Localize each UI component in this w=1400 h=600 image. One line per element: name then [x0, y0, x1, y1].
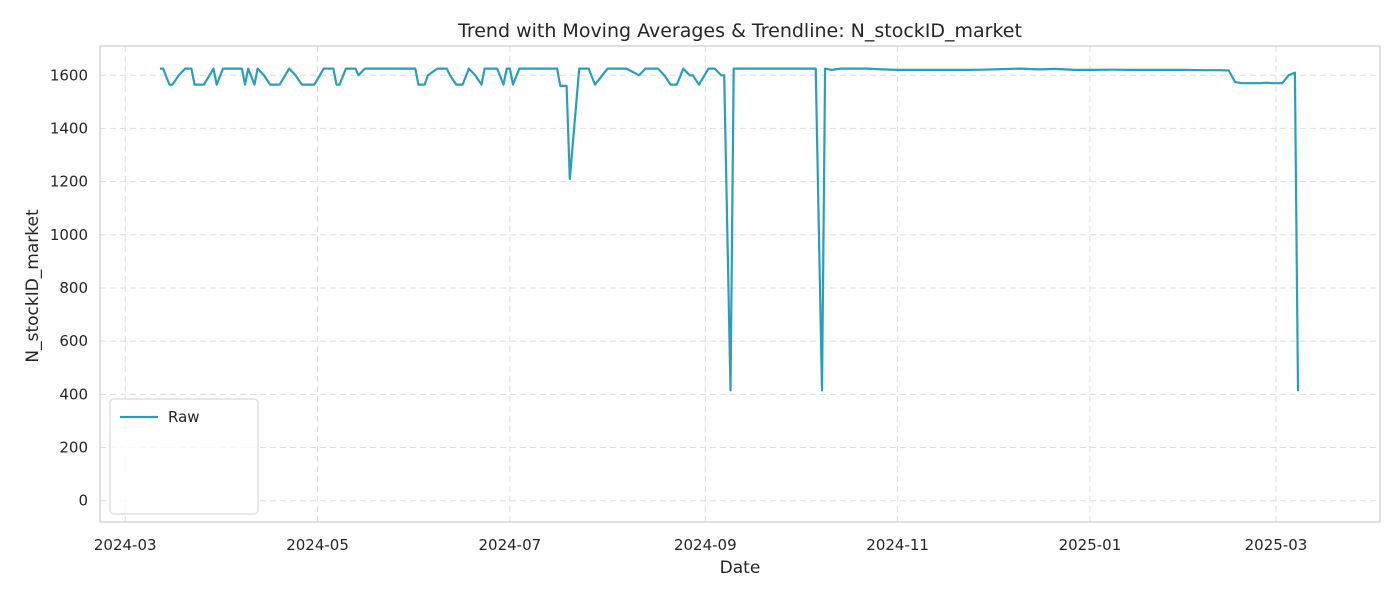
- y-tick-label: 200: [59, 439, 88, 457]
- chart-title: Trend with Moving Averages & Trendline: …: [457, 20, 1022, 42]
- x-axis-label: Date: [720, 558, 761, 578]
- legend-box: [109, 398, 259, 515]
- y-axis-label: N_stockID_market: [23, 209, 43, 363]
- x-tick-label: 2024-05: [286, 536, 349, 554]
- y-tick-label: 0: [78, 492, 88, 510]
- y-tick-label: 1200: [50, 173, 88, 191]
- y-tick-label: 800: [59, 279, 88, 297]
- x-tick-label: 2024-07: [479, 536, 542, 554]
- x-tick-label: 2024-09: [674, 536, 737, 554]
- series-layer: [159, 67, 1300, 392]
- y-tick-label: 1600: [50, 66, 88, 84]
- x-tick-label: 2024-11: [866, 536, 929, 554]
- legend: Raw: [109, 398, 259, 515]
- x-tick-label: 2025-01: [1059, 536, 1122, 554]
- y-axis-ticks: 0 200 400 600 800 1000 1200 1400 1600: [50, 66, 88, 509]
- grid: [100, 46, 1380, 522]
- legend-label: Raw: [168, 408, 200, 426]
- x-tick-label: 2025-03: [1245, 536, 1308, 554]
- x-tick-label: 2024-03: [94, 536, 157, 554]
- y-tick-label: 400: [59, 385, 88, 403]
- y-tick-label: 1000: [50, 226, 88, 244]
- y-tick-label: 600: [59, 332, 88, 350]
- series-line-raw: [159, 67, 1300, 392]
- plot-frame: [99, 45, 1381, 523]
- y-tick-label: 1400: [50, 119, 88, 137]
- x-axis-ticks: 2024-03 2024-05 2024-07 2024-09 2024-11 2025-…: [94, 536, 1307, 554]
